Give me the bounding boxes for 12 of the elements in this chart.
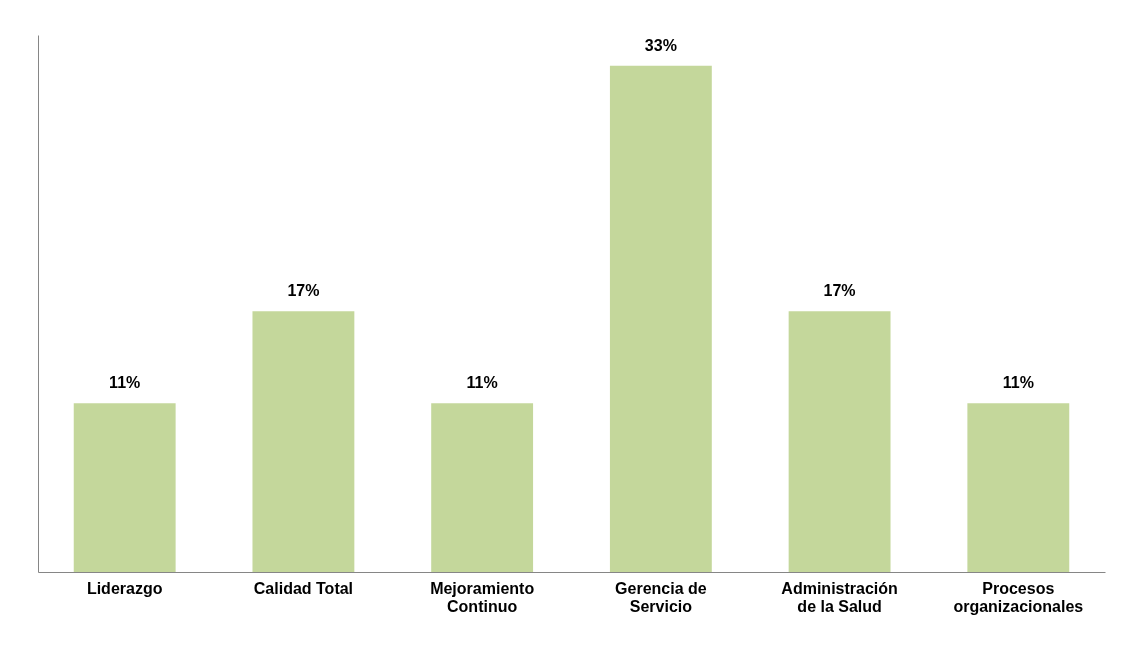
x-tick-label: Administración de la Salud [781, 579, 898, 615]
data-label: 11% [1002, 374, 1034, 392]
x-tick-label: Procesos organizacionales [953, 579, 1084, 615]
x-tick-label: Gerencia de Servicio [615, 579, 707, 615]
x-tick-label: Calidad Total [253, 579, 354, 597]
x-tick-label: Mejoramiento Continuo [430, 579, 535, 615]
data-label: 17% [823, 282, 856, 300]
data-label: 33% [644, 36, 677, 54]
data-label: 11% [109, 374, 141, 392]
data-label: 11% [466, 374, 498, 392]
data-label: 17% [287, 282, 320, 300]
x-tick-label: Liderazgo [86, 579, 163, 597]
